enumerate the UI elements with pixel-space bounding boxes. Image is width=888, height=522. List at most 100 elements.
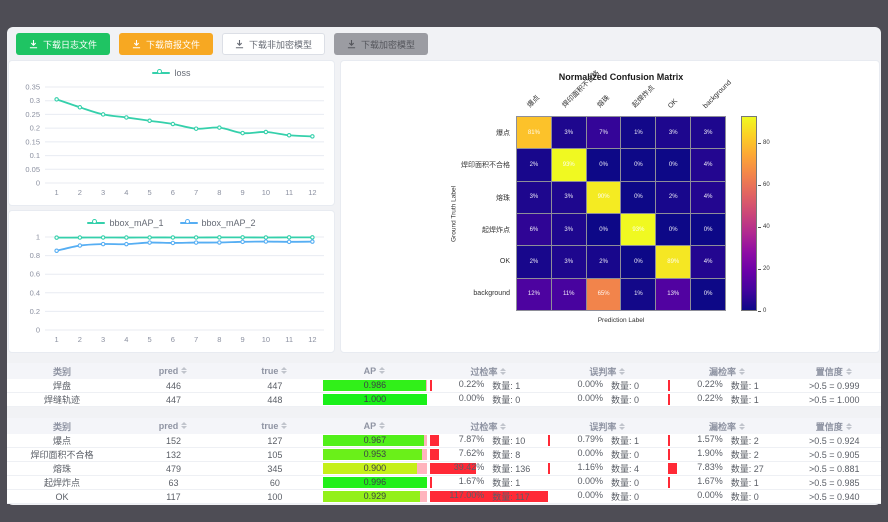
legend-label: bbox_mAP_2	[201, 218, 256, 228]
column-header-ap[interactable]: AP	[319, 363, 430, 379]
miss-rate-cell-bar	[667, 380, 670, 391]
sort-caret-icon[interactable]	[280, 421, 288, 431]
over-rate-cell: 7.62% 数量: 8	[429, 447, 548, 462]
sort-caret-icon[interactable]	[618, 422, 626, 432]
legend-marker-icon	[87, 219, 106, 224]
over-rate-cell-bar	[429, 449, 439, 460]
over-rate-cell: 117.00% 数量: 117	[429, 489, 548, 504]
legend-item-bbox_mAP_1[interactable]: bbox_mAP_1	[87, 218, 164, 228]
sort-caret-icon[interactable]	[499, 422, 507, 432]
over-rate-cell-bar	[429, 463, 477, 474]
true-count-cell: 60	[229, 475, 320, 490]
matrix-cell: 81%	[517, 117, 551, 149]
download-log-button[interactable]: 下载日志文件	[16, 33, 111, 55]
sort-caret-icon[interactable]	[618, 367, 626, 377]
matrix-col-label: background	[701, 79, 733, 110]
column-header-misjudge-rate[interactable]: 误判率	[547, 363, 668, 379]
ap-value: 0.929	[363, 491, 387, 501]
matrix-cell: 2%	[517, 149, 551, 181]
class-name-cell: OK	[7, 489, 118, 504]
sort-caret-icon[interactable]	[845, 367, 853, 377]
column-header-confidence[interactable]: 置信度	[787, 363, 881, 379]
colorbar-tick	[758, 311, 761, 312]
sort-caret-icon[interactable]	[378, 366, 386, 376]
miss-rate-cell-bar	[667, 463, 678, 474]
column-header-over-rate[interactable]: 过检率	[429, 363, 548, 379]
class-name-cell: 起焊炸点	[7, 475, 118, 490]
matrix-cell: 89%	[656, 246, 691, 278]
ap-cell: 0.953	[319, 447, 430, 462]
ap-bar	[322, 435, 424, 446]
button-label: 下载非加密模型	[249, 39, 313, 50]
matrix-cell: 1%	[621, 278, 656, 310]
column-header-confidence[interactable]: 置信度	[787, 418, 881, 434]
pred-count-cell: 152	[117, 434, 230, 448]
over-rate-cell-bar	[429, 380, 432, 391]
bbox_mAP_2-line	[55, 240, 314, 252]
x-axis-tick: 11	[285, 335, 293, 344]
misjudge-rate-cell: 0.00% 数量: 0	[547, 379, 668, 393]
download-encrypted-model-button[interactable]: 下载加密模型	[334, 33, 429, 55]
column-header-miss-rate[interactable]: 漏检率	[667, 363, 788, 379]
ap-cell: 1.000	[319, 392, 430, 407]
column-header-true[interactable]: true	[229, 418, 320, 434]
matrix-cell: 2%	[656, 181, 691, 213]
tables-section: 类别 pred true AP 过检率 误判率 漏检率 置信度 焊盘 446 447 0.986 0.2…	[7, 363, 881, 515]
x-axis-tick: 3	[101, 188, 105, 197]
true-count-cell: 100	[229, 489, 320, 504]
table-row: 起焊炸点 63 60 0.996 1.67% 数量: 1 0.00% 数量: 0 1.67% 数量…	[7, 475, 881, 490]
sort-caret-icon[interactable]	[378, 421, 386, 431]
matrix-cell: 0%	[691, 214, 725, 246]
table-row: 爆点 152 127 0.967 7.87% 数量: 10 0.79% 数量: 1 1.57% 数…	[7, 434, 881, 448]
pred-count-cell: 446	[117, 379, 230, 393]
matrix-cell: 3%	[551, 181, 586, 213]
legend-label: bbox_mAP_1	[109, 218, 164, 228]
column-header-ap[interactable]: AP	[319, 418, 430, 434]
sort-caret-icon[interactable]	[280, 366, 288, 376]
sort-caret-icon[interactable]	[738, 367, 746, 377]
legend-item-bbox_mAP_2[interactable]: bbox_mAP_2	[179, 218, 256, 228]
misjudge-rate-cell: 0.00% 数量: 0	[547, 489, 668, 504]
sort-caret-icon[interactable]	[499, 367, 507, 377]
x-axis-tick: 5	[148, 335, 152, 344]
matrix-col-label: OK	[666, 97, 679, 110]
column-header-over-rate[interactable]: 过检率	[429, 418, 548, 434]
ap-cell: 0.929	[319, 489, 430, 504]
over-rate-cell: 39.42% 数量: 136	[429, 461, 548, 476]
colorbar-tick-label: 20	[763, 265, 770, 272]
column-header-misjudge-rate[interactable]: 误判率	[547, 418, 668, 434]
download-plain-model-button[interactable]: 下载非加密模型	[222, 33, 326, 55]
pred-count-cell: 63	[117, 475, 230, 490]
x-axis-tick: 7	[194, 188, 198, 197]
sort-caret-icon[interactable]	[738, 422, 746, 432]
miss-rate-cell-bar	[667, 449, 670, 460]
column-header-miss-rate[interactable]: 漏检率	[667, 418, 788, 434]
ap-value: 0.953	[363, 449, 387, 459]
download-brief-button[interactable]: 下载简报文件	[119, 33, 214, 55]
y-axis-tick: 1	[36, 233, 40, 242]
legend-item-loss[interactable]: loss	[152, 68, 191, 78]
sort-caret-icon[interactable]	[845, 422, 853, 432]
column-header-pred[interactable]: pred	[117, 418, 230, 434]
y-axis-tick: 0.15	[25, 137, 40, 146]
download-icon	[29, 39, 38, 49]
matrix-row-label: 熔珠	[496, 194, 510, 202]
matrix-cell: 3%	[551, 246, 586, 278]
class-name-cell: 焊盘	[7, 379, 118, 393]
matrix-row-label: 起焊炸点	[482, 227, 510, 235]
over-rate-cell: 1.67% 数量: 1	[429, 475, 548, 490]
sort-caret-icon[interactable]	[180, 421, 188, 431]
loss-chart-legend: loss	[9, 68, 334, 78]
ap-bar	[322, 394, 427, 405]
ap-value: 0.900	[363, 463, 387, 473]
colorbar-tick-label: 0	[763, 307, 767, 314]
column-header-true[interactable]: true	[229, 363, 320, 379]
sort-caret-icon[interactable]	[180, 366, 188, 376]
map-chart-legend: bbox_mAP_1 bbox_mAP_2	[9, 218, 334, 228]
confusion-matrix-ylabel: Ground Truth Label	[450, 185, 458, 242]
column-header-class: 类别	[7, 363, 118, 379]
column-header-pred[interactable]: pred	[117, 363, 230, 379]
matrix-cell: 2%	[586, 246, 621, 278]
misjudge-rate-cell: 0.00% 数量: 0	[547, 475, 668, 490]
x-axis-tick: 2	[78, 188, 82, 197]
